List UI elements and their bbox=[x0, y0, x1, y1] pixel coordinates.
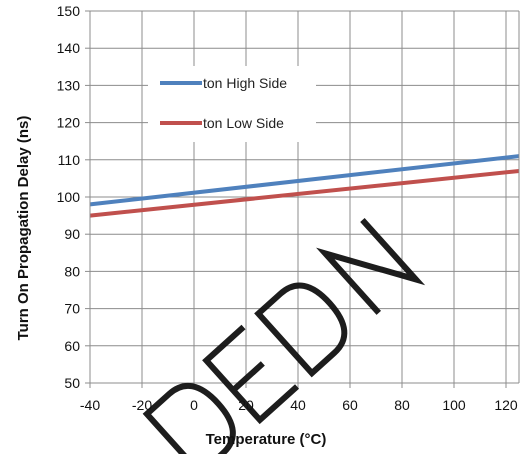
x-tick-label: 0 bbox=[190, 397, 198, 413]
x-tick-label: 100 bbox=[442, 397, 466, 413]
y-tick-label: 110 bbox=[58, 152, 81, 168]
y-tick-label: 130 bbox=[57, 77, 81, 93]
legend-label-ton-high-side: ton High Side bbox=[203, 75, 287, 91]
y-tick-labels: 50 60 70 80 90 100 110 120 130 140 150 bbox=[57, 3, 81, 391]
y-tick-label: 60 bbox=[64, 338, 80, 354]
x-tick-label: 60 bbox=[342, 397, 358, 413]
x-axis-title: Temperature (°C) bbox=[206, 431, 327, 448]
x-tick-label: 80 bbox=[394, 397, 410, 413]
watermark bbox=[142, 217, 426, 454]
x-tick-label: 120 bbox=[494, 397, 518, 413]
legend: ton High Side ton Low Side bbox=[148, 66, 316, 142]
series-line-ton-high-side bbox=[89, 154, 520, 207]
x-tick-label: -40 bbox=[80, 397, 100, 413]
series-layer bbox=[89, 154, 520, 218]
legend-box bbox=[148, 66, 316, 142]
y-tick-label: 50 bbox=[64, 375, 80, 391]
y-tick-label: 140 bbox=[57, 40, 81, 56]
axes bbox=[85, 10, 520, 388]
y-tick-label: 80 bbox=[64, 263, 80, 279]
x-tick-labels: -40 -20 0 20 40 60 80 100 120 bbox=[80, 397, 518, 413]
legend-label-ton-low-side: ton Low Side bbox=[203, 115, 284, 131]
y-tick-label: 70 bbox=[64, 301, 80, 317]
y-tick-label: 90 bbox=[64, 226, 80, 242]
x-tick-label: 40 bbox=[290, 397, 306, 413]
series-line-ton-low-side bbox=[89, 169, 520, 218]
y-tick-label: 150 bbox=[57, 3, 81, 19]
x-tick-label: -20 bbox=[132, 397, 152, 413]
y-tick-label: 120 bbox=[57, 115, 81, 131]
y-tick-label: 100 bbox=[57, 189, 81, 205]
y-axis-title: Turn On Propagation Delay (ns) bbox=[15, 116, 32, 341]
